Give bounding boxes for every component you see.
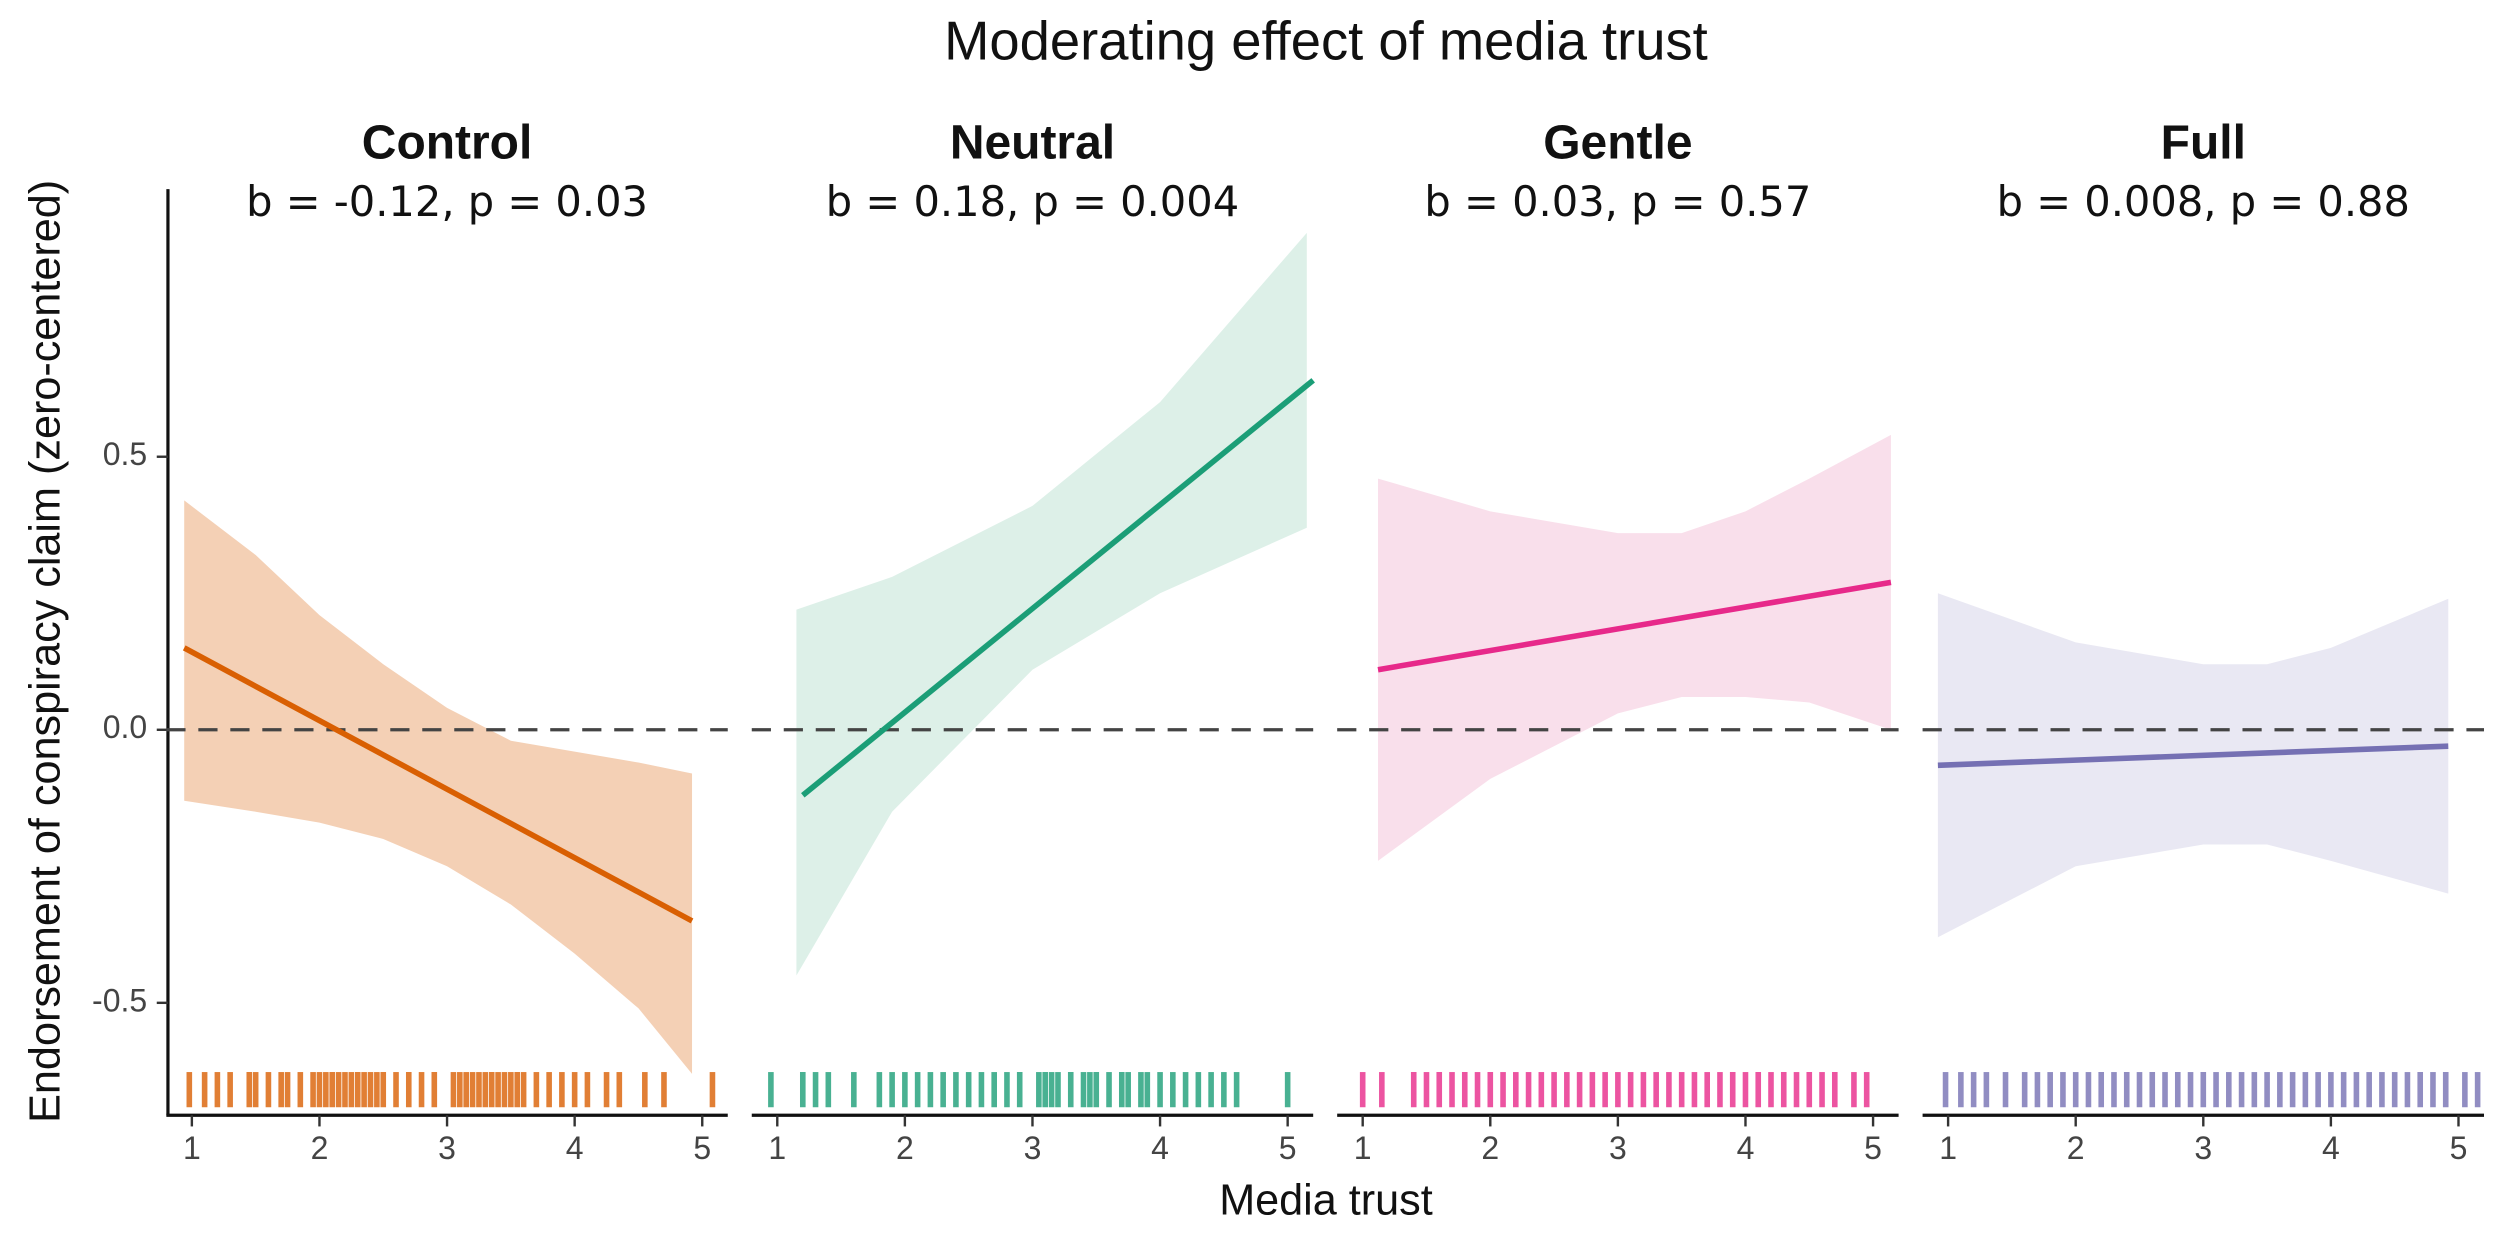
panel-title: Control xyxy=(362,117,533,170)
panel-subtitle: b = -0.12, p = 0.03 xyxy=(246,177,648,226)
panel-title: Full xyxy=(2161,117,2246,170)
panel-title: Neutral xyxy=(950,117,1115,170)
x-tick-label: 4 xyxy=(1151,1130,1169,1166)
x-tick-label: 2 xyxy=(311,1130,329,1166)
panel-subtitle: b = 0.18, p = 0.004 xyxy=(826,177,1239,226)
panel-subtitle: b = 0.008, p = 0.88 xyxy=(1997,177,2410,226)
x-tick-label: 5 xyxy=(1279,1130,1297,1166)
x-tick-label: 1 xyxy=(1354,1130,1372,1166)
confidence-band xyxy=(1378,434,1891,861)
x-tick-label: 4 xyxy=(2322,1130,2340,1166)
x-axis-label: Media trust xyxy=(1219,1177,1433,1225)
x-tick-label: 1 xyxy=(1939,1130,1957,1166)
x-tick-label: 5 xyxy=(2450,1130,2468,1166)
panel-title: Gentle xyxy=(1543,117,1692,170)
fit-line xyxy=(182,645,694,924)
x-tick-label: 1 xyxy=(183,1130,201,1166)
x-tick-label: 2 xyxy=(1481,1130,1499,1166)
fit-line xyxy=(1377,579,1892,673)
x-tick-label: 5 xyxy=(1864,1130,1882,1166)
x-tick-label: 2 xyxy=(2067,1130,2085,1166)
x-tick-label: 2 xyxy=(896,1130,914,1166)
panel-subtitle: b = 0.03, p = 0.57 xyxy=(1424,177,1811,226)
y-tick-label: 0.5 xyxy=(103,436,147,472)
fit-line xyxy=(801,378,1315,798)
y-tick-label: 0.0 xyxy=(103,709,147,745)
x-tick-label: 4 xyxy=(566,1130,584,1166)
confidence-band xyxy=(1937,593,2449,938)
x-tick-label: 4 xyxy=(1737,1130,1755,1166)
x-tick-label: 1 xyxy=(768,1130,786,1166)
y-tick-label: -0.5 xyxy=(92,982,147,1018)
x-tick-label: 3 xyxy=(438,1130,456,1166)
confidence-band xyxy=(796,232,1307,976)
y-axis-label: Endorsement of conspiracy claim (zero-ce… xyxy=(21,180,69,1123)
chart-title: Moderating effect of media trust xyxy=(944,11,1708,72)
x-tick-label: 5 xyxy=(693,1130,711,1166)
fit-line xyxy=(1937,743,2449,769)
x-tick-label: 3 xyxy=(1609,1130,1627,1166)
x-tick-label: 3 xyxy=(1024,1130,1042,1166)
x-tick-label: 3 xyxy=(2194,1130,2212,1166)
